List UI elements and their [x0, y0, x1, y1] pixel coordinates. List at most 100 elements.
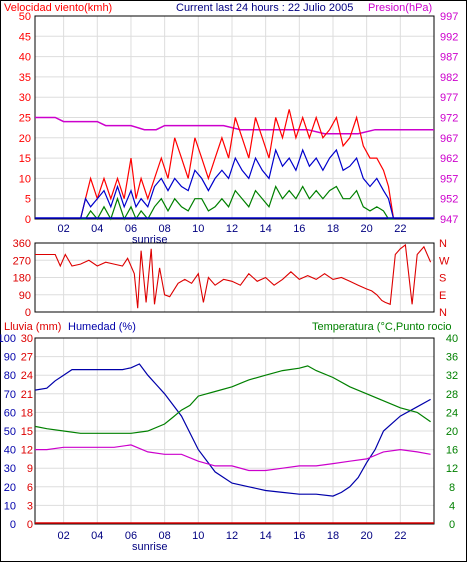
wind-x-ticks: 02 04 06 08 10 12 14 16 18 20 22: [57, 223, 406, 235]
x-tick-label: 16: [293, 530, 305, 542]
y-tick-label: 967: [440, 133, 458, 145]
wind_max-line: [79, 109, 395, 220]
x-tick-label: 02: [57, 530, 69, 542]
y-tick-label: 270: [13, 255, 31, 267]
y-tick-label: 80: [4, 370, 16, 382]
wind_min-line: [80, 185, 394, 221]
y-tick-label: 40: [446, 333, 458, 345]
y-tick-label: 957: [440, 173, 458, 185]
y-tick-label: S: [439, 273, 446, 285]
y-tick-label: 36: [446, 352, 458, 364]
x-tick-label: 12: [226, 530, 238, 542]
y-tick-label: 100: [0, 333, 16, 345]
y-tick-label: 16: [446, 445, 458, 457]
y-tick-label: 40: [19, 52, 31, 64]
y-tick-label: 25: [19, 113, 31, 125]
x-tick-label: 22: [394, 530, 406, 542]
y-tick-label: 0: [27, 519, 33, 531]
y-tick-label: 20: [446, 426, 458, 438]
y-tick-label: 18: [21, 407, 33, 419]
y-tick-label: 360: [13, 238, 31, 250]
y-tick-label: 962: [440, 153, 458, 165]
x-tick-label: 12: [226, 223, 238, 235]
climate-plot-area: [34, 337, 435, 525]
pressure-axis-label: Presion(hPa): [368, 2, 432, 14]
dewpoint-line: [35, 444, 431, 472]
y-tick-label: 70: [4, 389, 16, 401]
sunrise-label-2: sunrise: [132, 541, 167, 553]
y-tick-label: 0: [10, 519, 16, 531]
y-tick-label: 0: [25, 307, 31, 319]
direction-plot-area: [34, 242, 435, 313]
x-tick-label: 14: [260, 223, 272, 235]
x-tick-label: 06: [125, 223, 137, 235]
x-tick-label: 02: [57, 223, 69, 235]
y-tick-label: 12: [21, 445, 33, 457]
y-tick-label: N: [439, 238, 447, 250]
y-tick-label: 30: [19, 92, 31, 104]
rain-axis-label: Lluvia (mm): [4, 321, 61, 333]
y-tick-label: 987: [440, 52, 458, 64]
y-tick-label: 947: [440, 214, 458, 226]
x-tick-label: 18: [327, 530, 339, 542]
x-tick-label: 16: [293, 223, 305, 235]
x-tick-label: 22: [394, 223, 406, 235]
y-tick-label: 977: [440, 92, 458, 104]
temperature-line: [34, 365, 431, 434]
y-tick-label: 24: [446, 407, 458, 419]
y-tick-label: 50: [19, 11, 31, 23]
y-tick-label: 90: [19, 290, 31, 302]
x-tick-label: 20: [361, 223, 373, 235]
x-tick-label: 10: [192, 530, 204, 542]
sunrise-label-1: sunrise: [132, 234, 167, 246]
y-tick-label: 0: [25, 214, 31, 226]
pressure-line: [35, 116, 434, 135]
y-tick-label: 15: [19, 153, 31, 165]
y-tick-label: 6: [27, 482, 33, 494]
y-tick-label: 180: [13, 273, 31, 285]
wind-pressure-grid: [35, 16, 434, 219]
x-tick-label: 04: [91, 530, 103, 542]
y-tick-label: 20: [19, 133, 31, 145]
humidity-axis-label: Humedad (%): [68, 321, 136, 333]
x-tick-label: 18: [327, 223, 339, 235]
x-tick-label: 10: [192, 223, 204, 235]
direction-line: [35, 243, 432, 309]
x-tick-label: 06: [125, 530, 137, 542]
direction-line: [35, 243, 432, 309]
y-tick-label: 10: [4, 500, 16, 512]
y-tick-label: 972: [440, 113, 458, 125]
y-tick-label: 20: [4, 482, 16, 494]
y-tick-label: 32: [446, 370, 458, 382]
wind_avg-line: [79, 148, 395, 220]
y-tick-label: 45: [19, 31, 31, 43]
climate-x-ticks: 02 04 06 08 10 12 14 16 18 20 22: [57, 530, 406, 542]
temperature-axis-label: Temperatura (°C,Punto rocio: [312, 321, 452, 333]
y-tick-label: 992: [440, 31, 458, 43]
y-tick-label: 952: [440, 194, 458, 206]
wind-pressure-lines: [35, 109, 434, 221]
y-tick-label: 8: [449, 482, 455, 494]
y-tick-label: E: [439, 290, 446, 302]
y-tick-label: 60: [4, 407, 16, 419]
chart-title: Current last 24 hours : 22 Julio 2005: [176, 2, 353, 14]
x-tick-label: 08: [159, 530, 171, 542]
climate-grid: [35, 338, 434, 524]
y-tick-label: 0: [449, 519, 455, 531]
y-tick-label: 30: [4, 463, 16, 475]
y-tick-label: 24: [21, 370, 33, 382]
y-tick-label: 28: [446, 389, 458, 401]
humidity-line: [34, 363, 431, 497]
y-tick-label: 90: [4, 352, 16, 364]
y-tick-label: N: [439, 307, 447, 319]
y-tick-label: 4: [449, 500, 455, 512]
y-tick-label: 5: [25, 194, 31, 206]
y-tick-label: 21: [21, 389, 33, 401]
climate-lines: [34, 363, 434, 524]
y-tick-label: 10: [19, 173, 31, 185]
